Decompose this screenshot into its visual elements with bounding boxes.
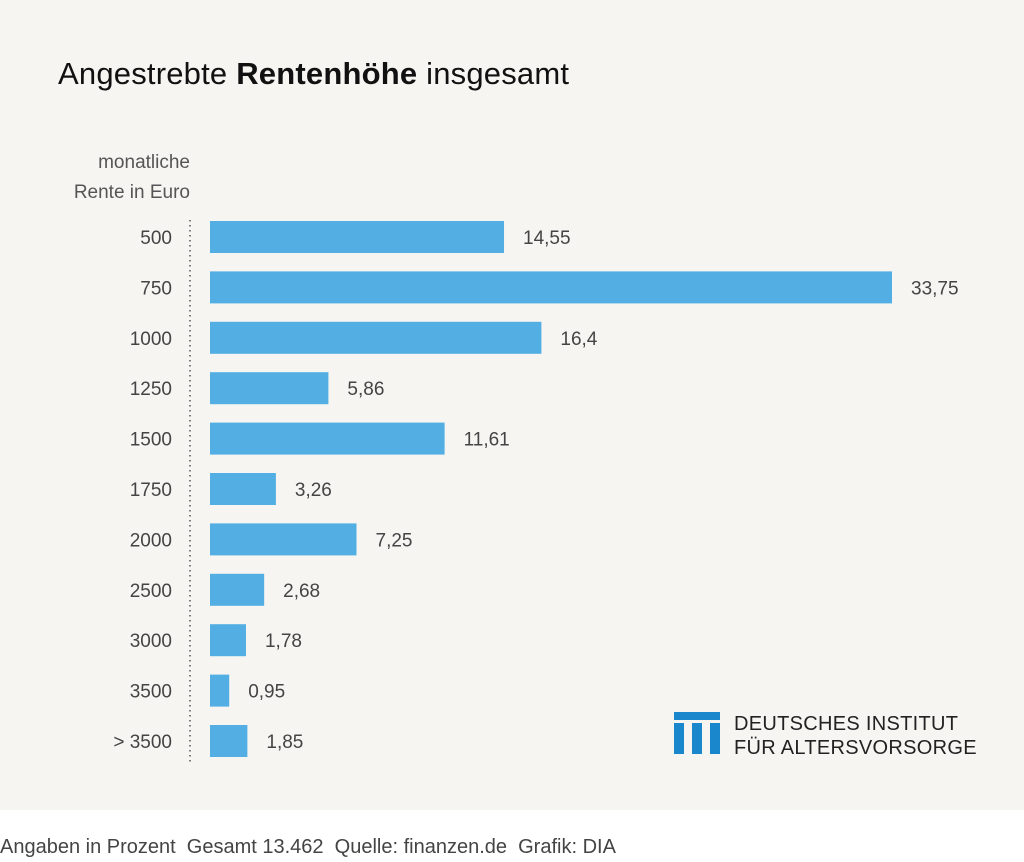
title-bold: Rentenhöhe [236,56,418,91]
bar [210,573,265,606]
bar [210,674,230,707]
bars-group: 500 14,55 750 33,75 1000 16,4 1250 5,86 1500 11,6… [113,221,959,757]
category-label: 2000 [130,530,172,551]
institute-name-line2: FÜR ALTERSVORSORGE [734,737,977,759]
value-label: 11,61 [464,430,510,451]
category-label: > 3500 [113,732,172,753]
value-label: 1,78 [265,631,302,652]
category-label: 3000 [130,631,172,652]
bar [210,523,357,556]
chart-title: Angestrebte Rentenhöhe insgesamt [58,56,569,92]
value-label: 0,95 [248,682,285,703]
category-label: 3500 [130,682,172,703]
title-tail: insgesamt [417,56,570,91]
value-label: 14,55 [523,228,571,249]
title-regular: Angestrebte [58,56,237,91]
category-label: 1500 [130,430,172,451]
bar [210,271,892,304]
bar [210,725,248,757]
category-label: 1250 [130,379,172,400]
bar [210,221,505,253]
institute-name: DEUTSCHES INSTITUT FÜR ALTERSVORSORGE [734,712,977,760]
footer-source-note: Angaben in Prozent Gesamt 13.462 Quelle:… [0,836,616,858]
value-label: 16,4 [560,329,597,350]
value-label: 1,85 [266,732,303,753]
value-label: 5,86 [347,379,384,400]
bar [210,321,542,354]
y-axis-label-line2: Rente in Euro [73,182,190,203]
bar-chart: 500 14,55 750 33,75 1000 16,4 1250 5,86 1500 11,6… [113,220,959,762]
bar [210,372,329,405]
category-label: 1750 [130,480,172,501]
y-axis-label-line1: monatliche [98,152,190,173]
category-label: 500 [140,228,172,249]
institute-logo [674,712,720,754]
value-label: 7,25 [376,530,413,551]
value-label: 3,26 [295,480,332,501]
bar [210,422,445,455]
institute-name-line1: DEUTSCHES INSTITUT [734,713,959,735]
chart-card: Angestrebte Rentenhöhe insgesamt monatli… [0,0,1024,810]
category-label: 1000 [130,329,172,350]
category-label: 2500 [130,581,172,602]
value-label: 33,75 [911,278,959,299]
bar [210,624,246,657]
category-label: 750 [140,278,172,299]
bar [210,473,276,505]
value-label: 2,68 [283,581,320,602]
